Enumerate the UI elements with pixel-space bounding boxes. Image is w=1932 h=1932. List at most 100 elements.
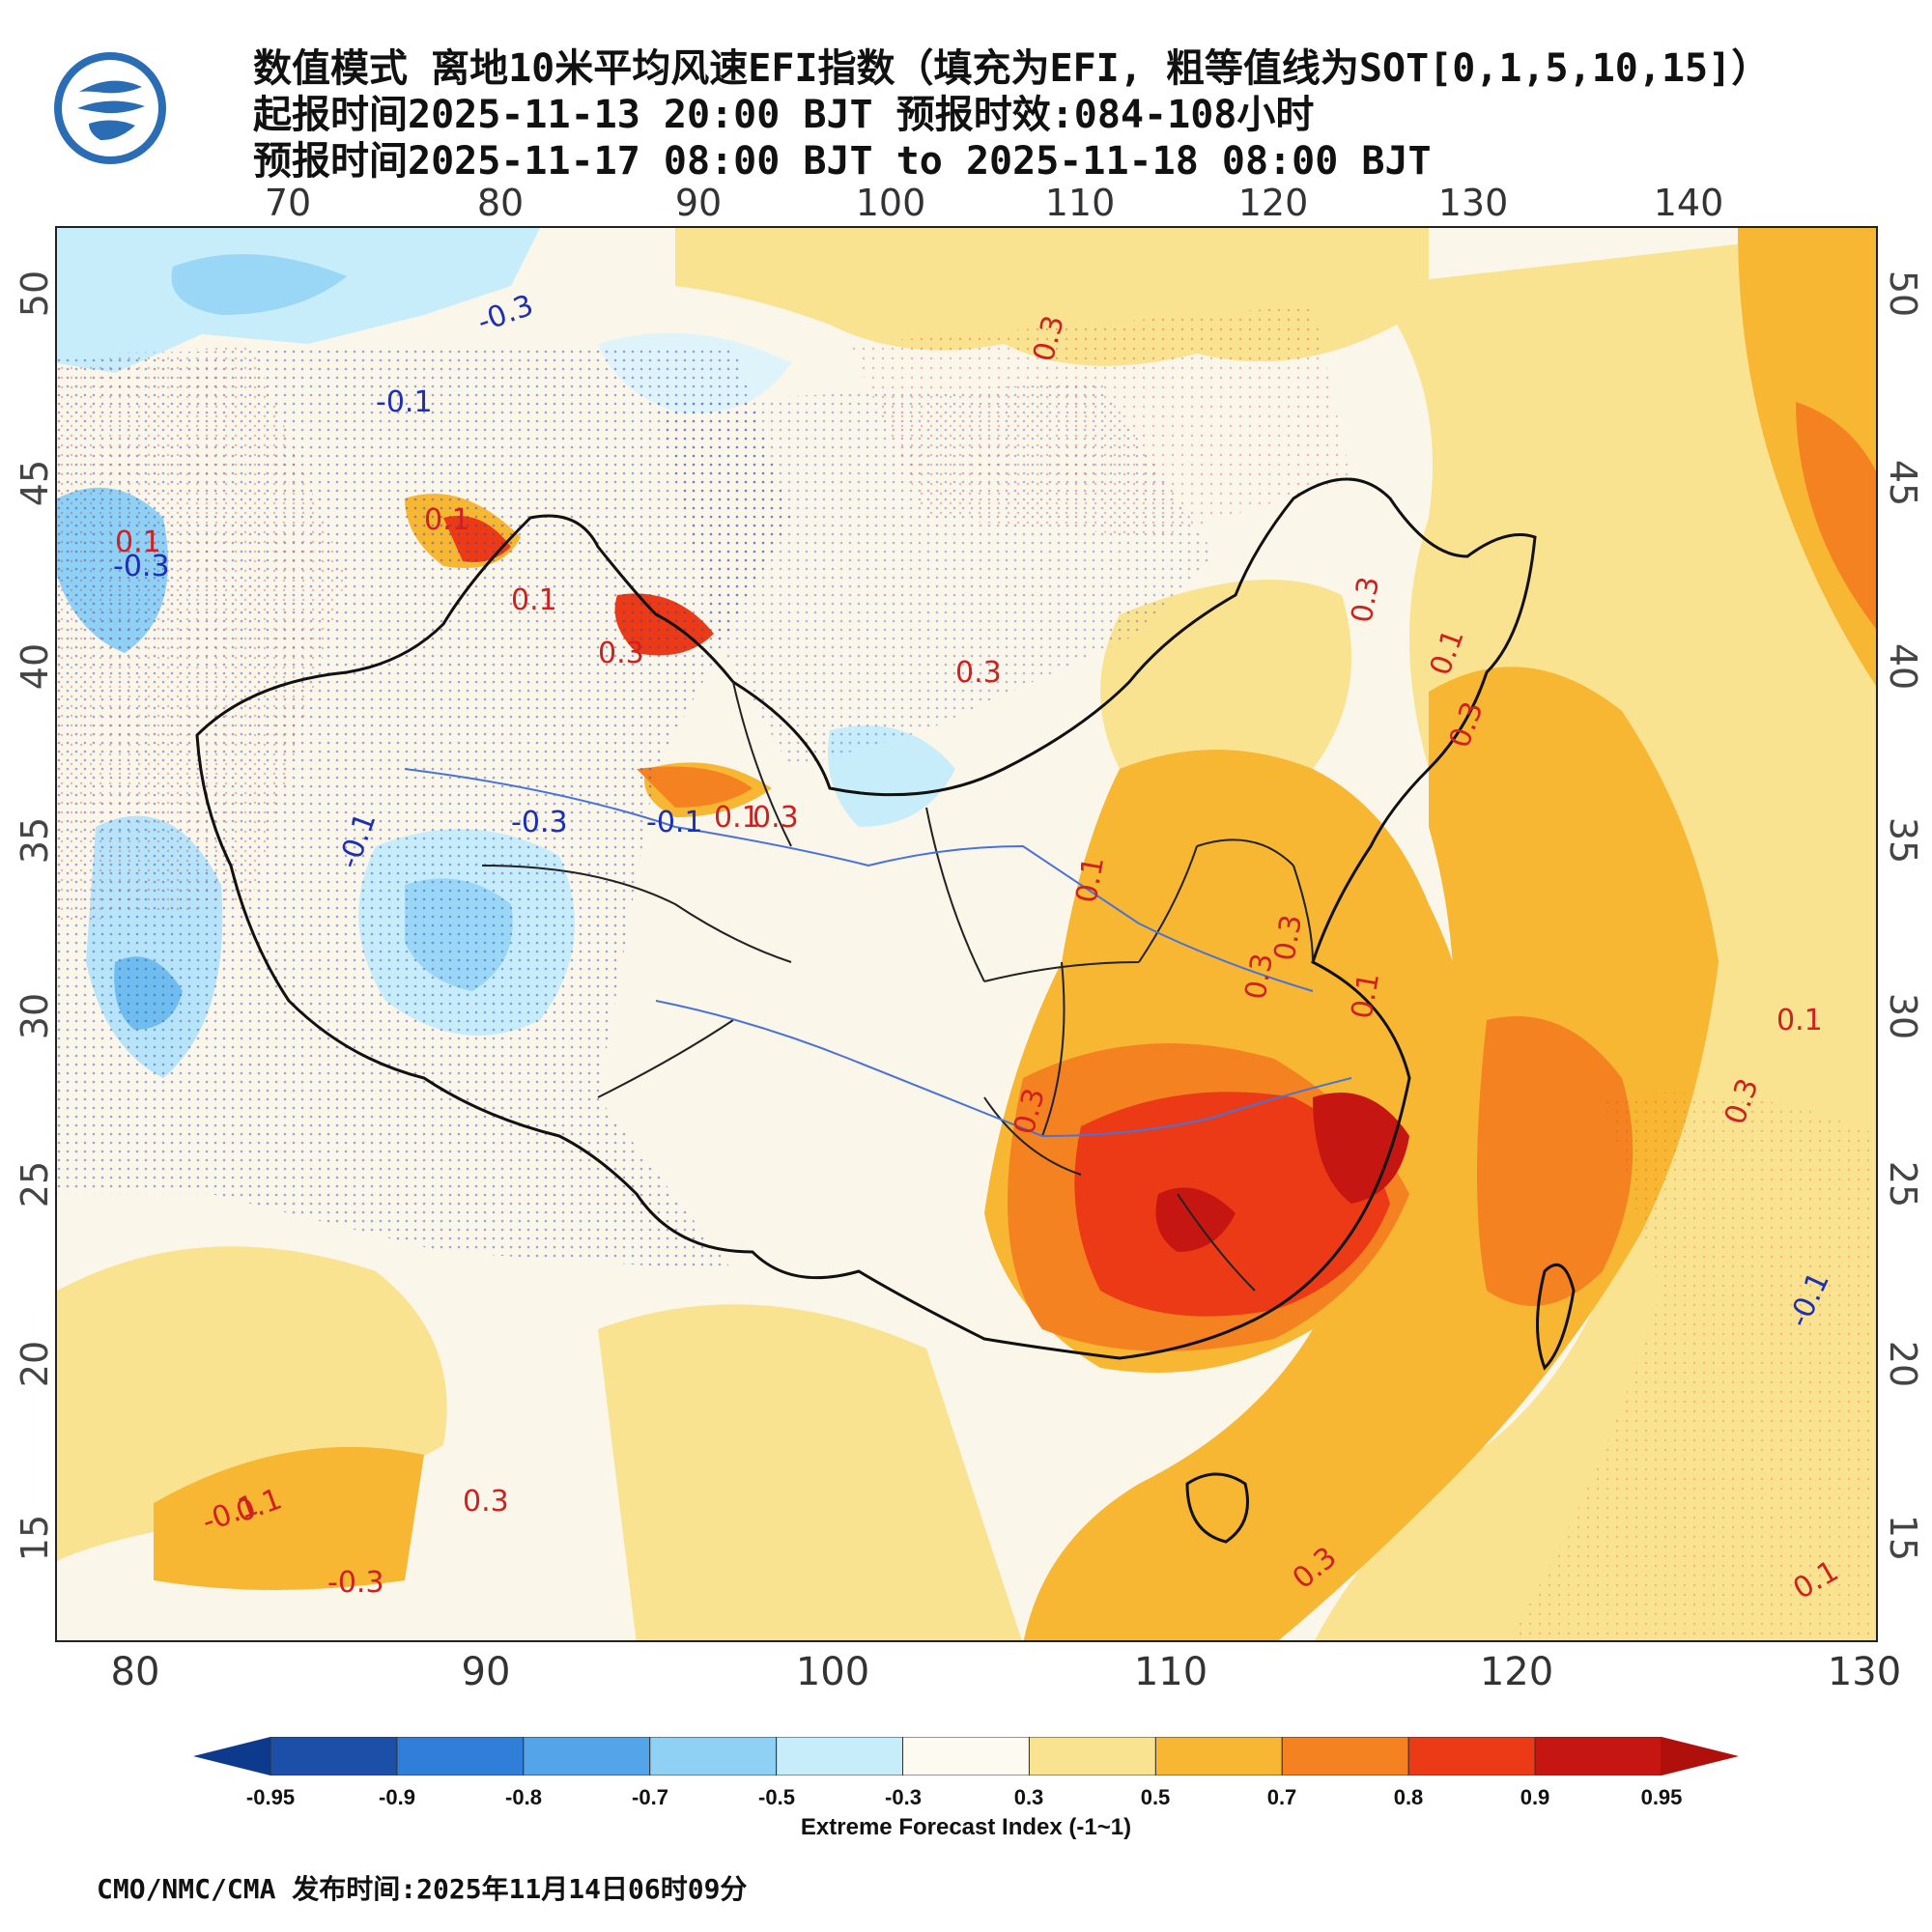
- colorbar-label: Extreme Forecast Index (-1~1): [800, 1814, 1132, 1840]
- issue-footer: CMO/NMC/CMA 发布时间:2025年11月14日06时09分: [97, 1873, 748, 1905]
- efi-negative-region: [171, 254, 347, 315]
- contour-label: 0.3: [463, 1485, 509, 1519]
- contour-label: -0.3: [511, 806, 568, 839]
- colorbar-tick: 0.9: [1520, 1785, 1550, 1809]
- right-lat-tick: 40: [1882, 642, 1924, 691]
- efi-positive-region: [598, 1304, 1022, 1640]
- efi-extreme-region: [1074, 1092, 1390, 1317]
- colorbar-tick: -0.7: [632, 1785, 668, 1809]
- colorbar-tick: -0.9: [379, 1785, 415, 1809]
- left-lat-tick: 25: [14, 1160, 56, 1208]
- contour-label: 0.1: [714, 801, 760, 835]
- stipple-positive: [1508, 1093, 1876, 1640]
- bottom-lon-tick: 110: [1133, 1650, 1208, 1694]
- left-lat-tick: 30: [14, 992, 56, 1040]
- colorbar-box: [649, 1736, 778, 1776]
- efi-negative-region: [828, 725, 955, 827]
- right-lat-tick: 25: [1882, 1160, 1924, 1208]
- contour-label: 0.1: [115, 526, 161, 559]
- colorbar-tick: 0.3: [1013, 1785, 1044, 1809]
- top-lon-tick: 70: [264, 182, 312, 224]
- left-lat-tick: 45: [14, 459, 56, 507]
- bottom-lon-tick: 100: [795, 1650, 870, 1694]
- contour-label: 0.1: [1345, 970, 1386, 1021]
- left-lat-tick: 50: [14, 270, 56, 318]
- colorbar-box: [1534, 1736, 1662, 1776]
- right-lat-tick: 35: [1882, 816, 1924, 865]
- colorbar-box: [396, 1736, 525, 1776]
- top-lon-tick: 120: [1237, 182, 1309, 224]
- top-lon-tick: 130: [1437, 182, 1509, 224]
- bottom-lon-tick: 130: [1827, 1650, 1902, 1694]
- efi-strong-region: [637, 766, 753, 808]
- contour-label: 0.3: [955, 656, 1002, 690]
- efi-colorbar: [193, 1736, 1739, 1776]
- bottom-lon-tick: 80: [110, 1650, 160, 1694]
- contour-label: -0.3: [113, 550, 170, 583]
- top-lon-tick: 140: [1653, 182, 1724, 224]
- cma-logo: [50, 48, 171, 169]
- contour-label: -0.1: [376, 385, 433, 419]
- colorbar-box: [270, 1736, 398, 1776]
- colorbar-box: [1407, 1736, 1536, 1776]
- taiwan-outline: [1536, 1263, 1576, 1371]
- left-lat-tick: 20: [14, 1340, 56, 1388]
- init-time-line: 起报时间2025-11-13 20:00 BJT 预报时效:084-108小时: [253, 93, 1315, 137]
- province-borders: [481, 681, 1314, 1292]
- contour-label: 0.3: [753, 801, 799, 835]
- efi-positive-region: [1023, 667, 1719, 1640]
- map-title: 数值模式 离地10米平均风速EFI指数（填充为EFI, 粗等值线为SOT[0,1…: [253, 46, 1771, 91]
- contour-label: 0.1: [511, 583, 557, 617]
- colorbar-tick: 0.8: [1393, 1785, 1424, 1809]
- colorbar-tick: 0.7: [1266, 1785, 1297, 1809]
- contour-label: -0.3: [327, 1566, 384, 1600]
- right-lat-tick: 20: [1882, 1340, 1924, 1388]
- colorbar-tick: -0.8: [505, 1785, 542, 1809]
- stipple-positive: [849, 305, 1351, 537]
- river-lines: [404, 768, 1352, 1138]
- contour-label: 0.1: [1069, 854, 1111, 905]
- efi-positive-region: [154, 1446, 424, 1590]
- right-lat-tick: 45: [1882, 459, 1924, 507]
- colorbar-arrow-high: [1662, 1737, 1739, 1776]
- contour-label: 0.3: [1238, 951, 1280, 1002]
- colorbar-boxes: [270, 1736, 1662, 1776]
- efi-strong-region: [1796, 402, 1876, 629]
- contour-label: -0.1: [646, 806, 703, 839]
- contour-label: 0.3: [1345, 574, 1386, 625]
- efi-map-canvas: -0.3 -0.1 0.1 -0.3 0.1 0.3 0.1 0.3 0.3 -…: [57, 228, 1876, 1640]
- colorbar-tick: 0.5: [1140, 1785, 1171, 1809]
- colorbar-box: [902, 1736, 1030, 1776]
- colorbar-box: [776, 1736, 904, 1776]
- colorbar-box: [1281, 1736, 1409, 1776]
- colorbar-tick: 0.95: [1640, 1785, 1683, 1809]
- stipple-positive: [57, 344, 347, 923]
- top-lon-tick: 80: [476, 182, 525, 224]
- contour-label: 0.1: [424, 503, 470, 537]
- colorbar-tick: -0.3: [885, 1785, 922, 1809]
- colorbar-arrow-low: [193, 1737, 270, 1776]
- top-lon-tick: 100: [855, 182, 926, 224]
- colorbar-box: [523, 1736, 651, 1776]
- top-lon-tick: 110: [1044, 182, 1116, 224]
- colorbar-svg: [193, 1736, 1739, 1776]
- colorbar-tick: -0.95: [245, 1785, 296, 1809]
- right-lat-tick: 50: [1882, 270, 1924, 318]
- left-lat-tick: 15: [14, 1514, 56, 1562]
- colorbar-tick: -0.5: [758, 1785, 795, 1809]
- efi-positive-region: [1100, 580, 1351, 788]
- right-lat-tick: 30: [1882, 992, 1924, 1040]
- efi-extreme-region: [1313, 1093, 1409, 1204]
- colorbar-box: [1028, 1736, 1156, 1776]
- hainan-outline: [1185, 1472, 1249, 1544]
- left-lat-tick: 40: [14, 642, 56, 691]
- efi-map: -0.3 -0.1 0.1 -0.3 0.1 0.3 0.1 0.3 0.3 -…: [55, 226, 1878, 1642]
- contour-label: 0.3: [598, 637, 644, 670]
- efi-strong-region: [1477, 1016, 1634, 1306]
- top-lon-tick: 90: [674, 182, 723, 224]
- bottom-lon-tick: 120: [1479, 1650, 1554, 1694]
- bottom-lon-tick: 90: [461, 1650, 511, 1694]
- right-lat-tick: 15: [1882, 1514, 1924, 1562]
- contour-label: 0.3: [1267, 912, 1309, 963]
- valid-time-line: 预报时间2025-11-17 08:00 BJT to 2025-11-18 0…: [253, 139, 1432, 184]
